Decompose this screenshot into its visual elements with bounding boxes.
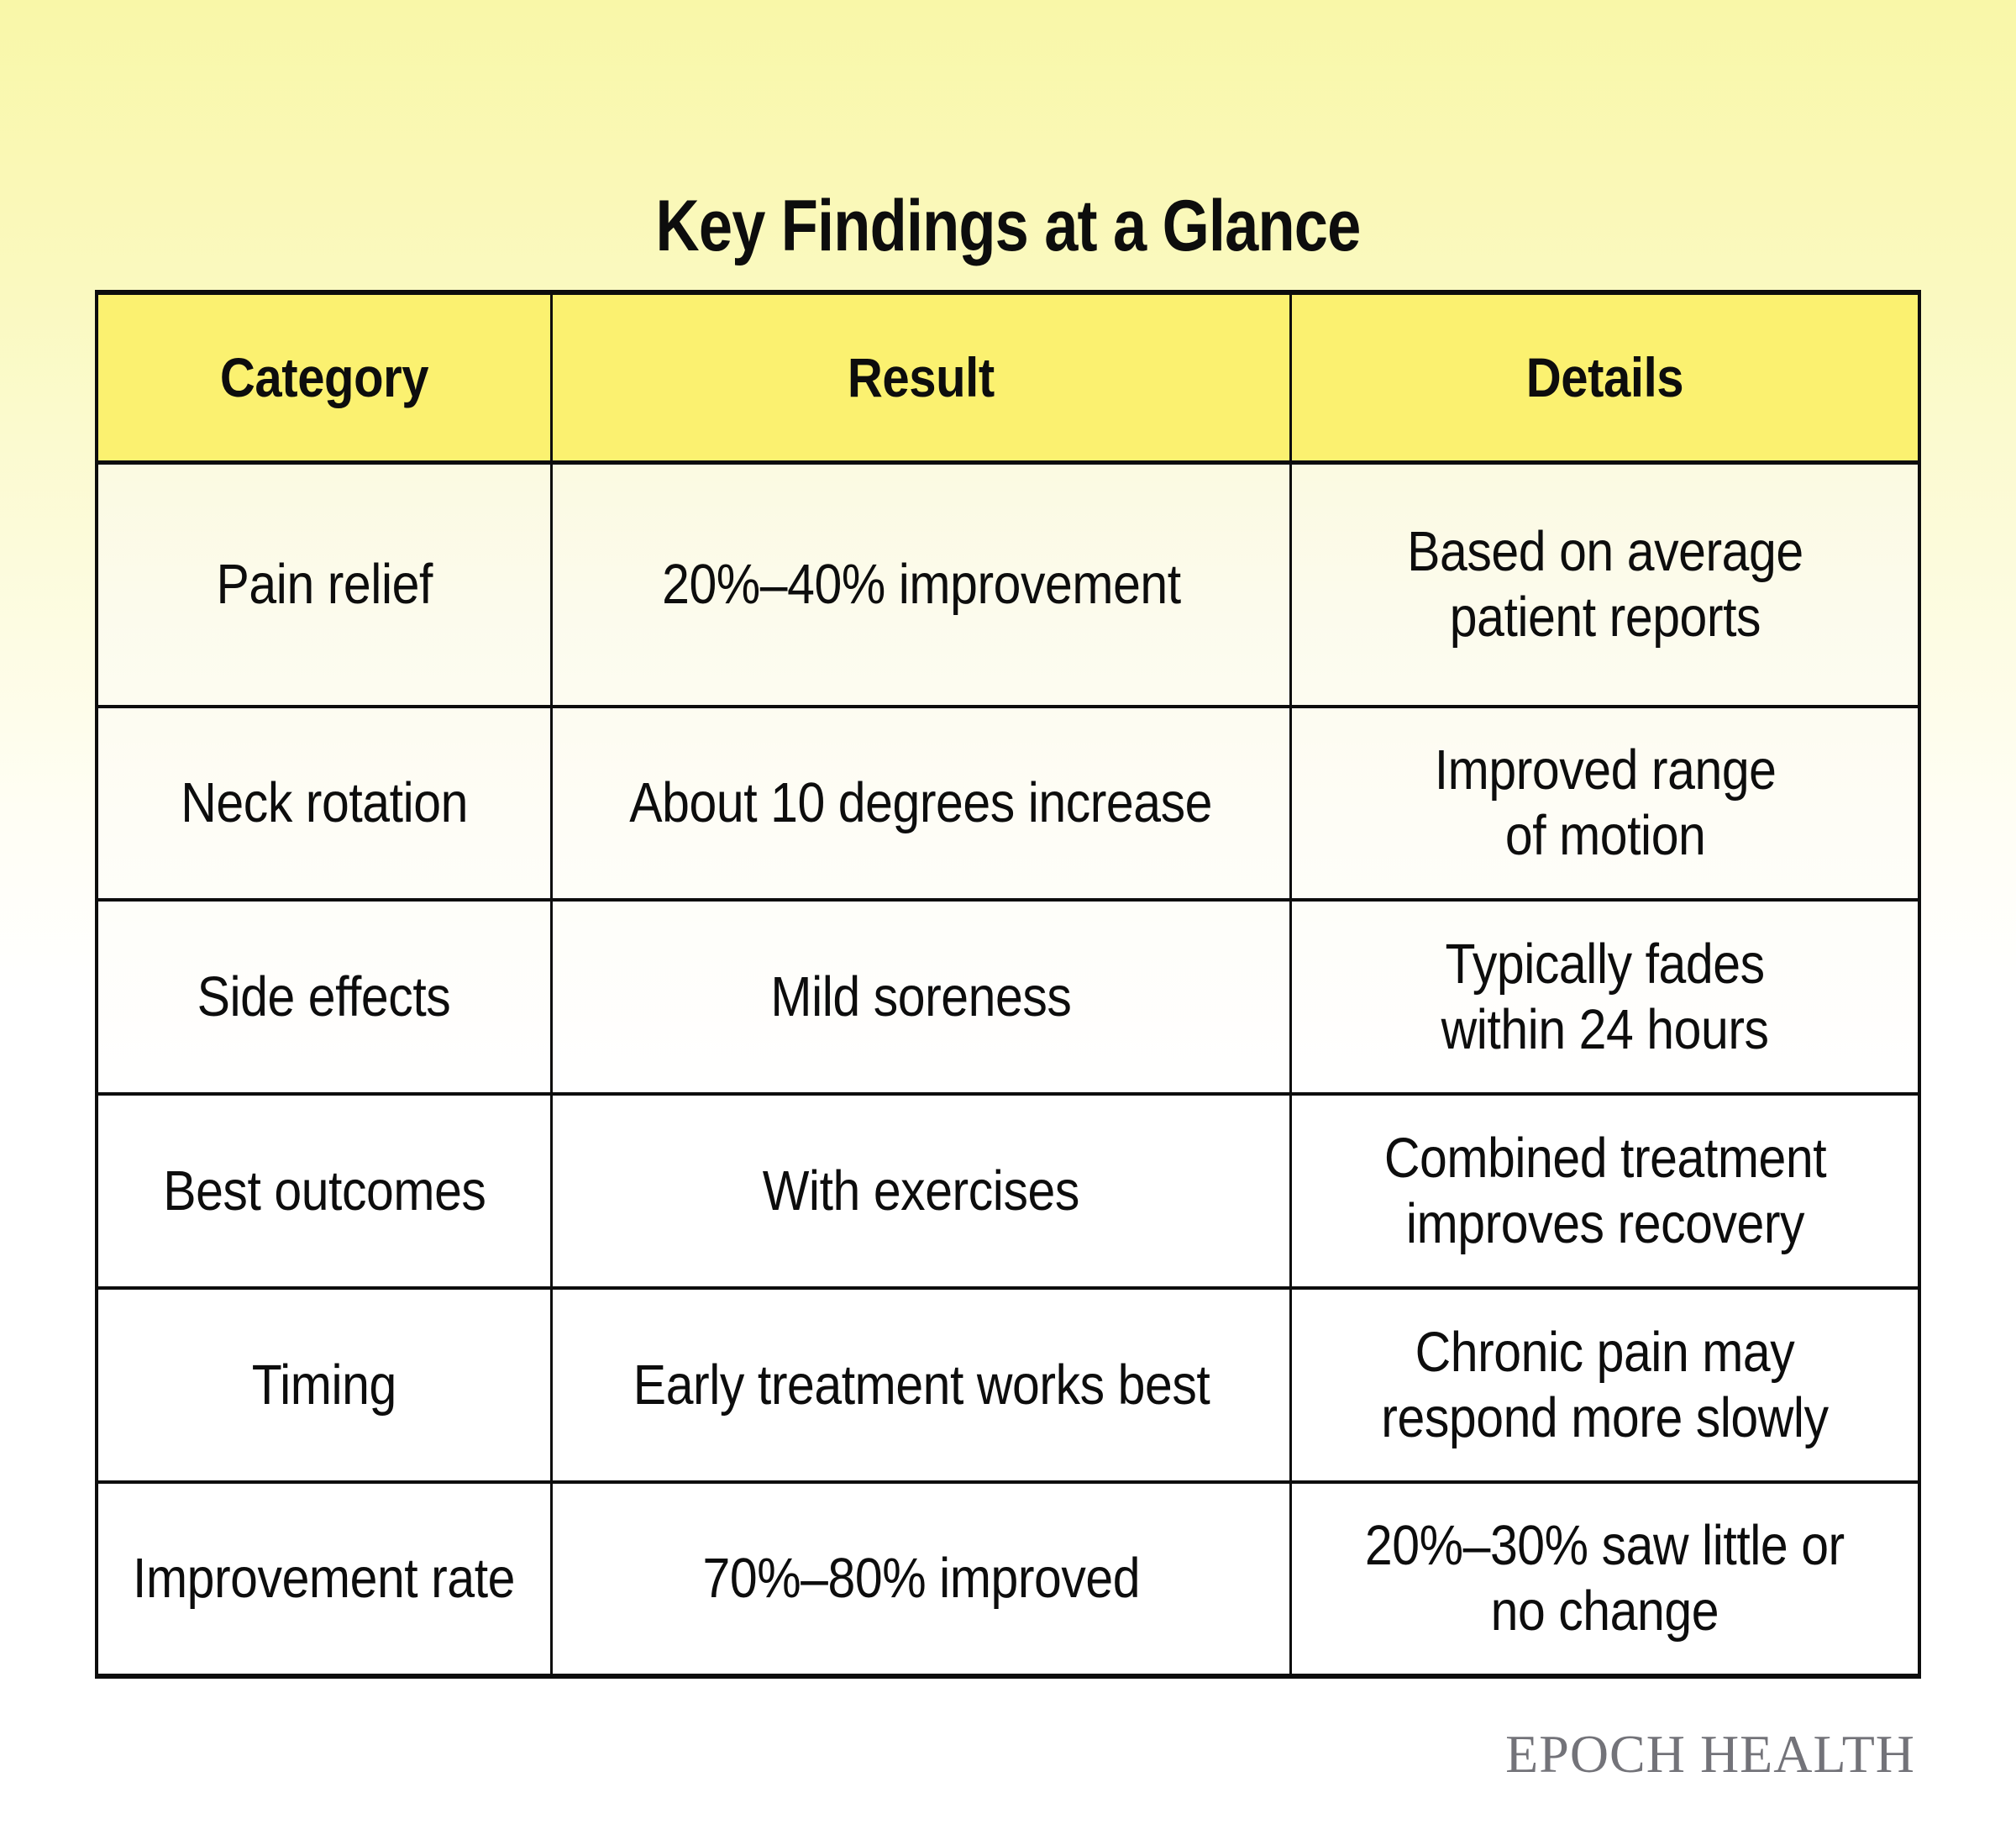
cell-text: With exercises [762, 1159, 1080, 1222]
cell-result: About 10 degrees increase [549, 704, 1291, 901]
cell-result: 70%–80% improved [549, 1480, 1291, 1674]
cell-details: 20%–30% saw little or no change [1289, 1480, 1918, 1674]
cell-category: Neck rotation [98, 704, 552, 901]
cell-text: Improvement rate [133, 1547, 516, 1611]
cell-result: Early treatment works best [549, 1286, 1291, 1482]
cell-text: Best outcomes [162, 1159, 486, 1222]
table-body: Pain relief 20%–40% improvement Based on… [98, 462, 1918, 1674]
cell-category: Improvement rate [98, 1480, 552, 1674]
cell-text: Pain relief [216, 552, 433, 616]
cell-text: 70%–80% improved [702, 1547, 1140, 1611]
table-row: Timing Early treatment works best Chroni… [98, 1286, 1918, 1482]
cell-details: Based on average patient reports [1289, 462, 1918, 707]
cell-text: Chronic pain may respond more slowly [1381, 1320, 1829, 1449]
column-header-category-label: Category [219, 346, 429, 409]
cell-text: Mild soreness [770, 965, 1072, 1028]
cell-category: Best outcomes [98, 1092, 552, 1289]
cell-category: Timing [98, 1286, 552, 1482]
cell-result: Mild soreness [549, 898, 1291, 1095]
cell-result: 20%–40% improvement [549, 462, 1291, 707]
table-row: Side effects Mild soreness Typically fad… [98, 898, 1918, 1095]
column-header-category: Category [98, 295, 552, 465]
column-header-result-label: Result [848, 346, 995, 409]
column-header-details: Details [1289, 295, 1918, 465]
column-header-details-label: Details [1525, 346, 1684, 409]
cell-text: 20%–40% improvement [661, 552, 1181, 616]
cell-details: Chronic pain may respond more slowly [1289, 1286, 1918, 1482]
table-row: Best outcomes With exercises Combined tr… [98, 1092, 1918, 1289]
cell-category: Pain relief [98, 463, 551, 707]
cell-category: Side effects [98, 898, 552, 1095]
table-row: Pain relief 20%–40% improvement Based on… [98, 462, 1918, 707]
cell-text: Based on average patient reports [1406, 520, 1803, 649]
cell-text: Side effects [197, 965, 451, 1028]
cell-details: Combined treatment improves recovery [1289, 1092, 1918, 1289]
epoch-health-logo: EPOCH HEALTH [1505, 1724, 1915, 1784]
cell-text: Neck rotation [181, 771, 468, 835]
table-header: Category Result Details [98, 295, 1918, 465]
cell-details: Typically fades within 24 hours [1289, 898, 1918, 1095]
cell-text: Early treatment works best [633, 1353, 1210, 1417]
page-title: Key Findings at a Glance [655, 185, 1362, 266]
key-findings-table: Category Result Details Pain relief 20%–… [95, 290, 1921, 1679]
table-row: Neck rotation About 10 degrees increase … [98, 704, 1918, 901]
column-header-result: Result [549, 295, 1291, 465]
findings-table: Category Result Details Pain relief 20%–… [98, 295, 1918, 1674]
cell-text: About 10 degrees increase [629, 771, 1213, 835]
cell-text: Improved range of motion [1434, 739, 1777, 867]
table-row: Improvement rate 70%–80% improved 20%–30… [98, 1480, 1918, 1674]
cell-text: Typically fades within 24 hours [1441, 933, 1769, 1061]
cell-text: 20%–30% saw little or no change [1365, 1514, 1845, 1643]
cell-details: Improved range of motion [1289, 704, 1918, 901]
cell-result: With exercises [549, 1092, 1291, 1289]
cell-text: Combined treatment improves recovery [1383, 1126, 1827, 1255]
cell-text: Timing [251, 1353, 397, 1417]
header-row: Category Result Details [98, 295, 1918, 465]
